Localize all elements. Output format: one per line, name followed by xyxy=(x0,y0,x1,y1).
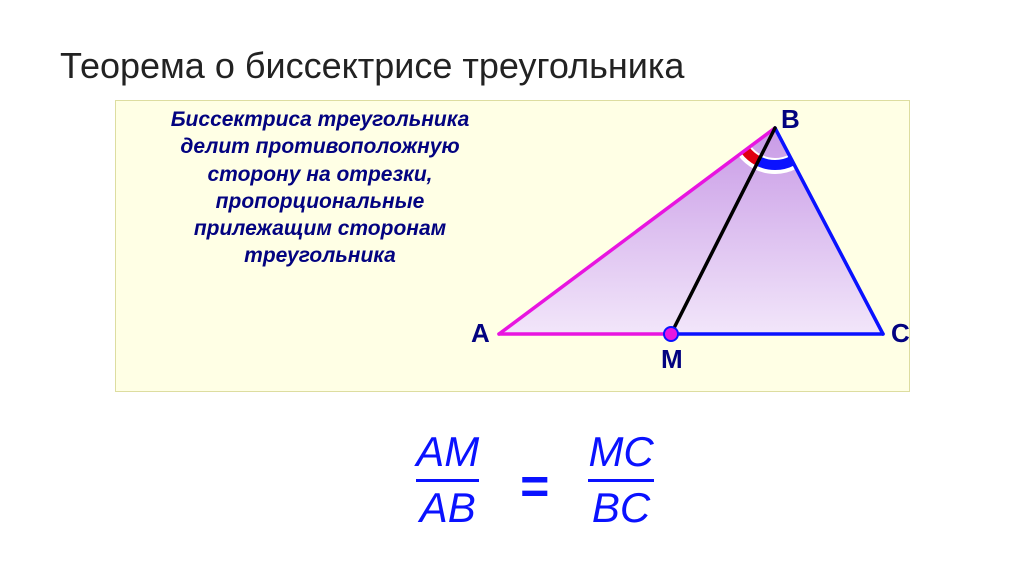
fraction-left-num: AM xyxy=(416,430,479,474)
formula: AM AB = MC BC xyxy=(325,420,745,540)
fraction-bar-icon xyxy=(416,479,479,482)
fraction-right-den: BC xyxy=(592,486,650,530)
fraction-right: MC BC xyxy=(588,430,653,529)
fraction-bar-icon xyxy=(588,479,653,482)
vertex-label-a: A xyxy=(471,318,490,349)
figure-area: Биссектриса треугольника делит противопо… xyxy=(115,100,908,560)
fraction-left-den: AB xyxy=(420,486,476,530)
vertex-label-c: C xyxy=(891,318,910,349)
theorem-text: Биссектриса треугольника делит противопо… xyxy=(135,106,505,270)
equals-sign: = xyxy=(519,457,548,515)
vertex-label-b: B xyxy=(781,104,800,135)
vertex-label-m: M xyxy=(661,344,683,375)
slide-title: Теорема о биссектрисе треугольника xyxy=(60,45,684,87)
fraction-right-num: MC xyxy=(588,430,653,474)
slide: Теорема о биссектрисе треугольника Биссе… xyxy=(0,0,1024,574)
fraction-left: AM AB xyxy=(416,430,479,529)
